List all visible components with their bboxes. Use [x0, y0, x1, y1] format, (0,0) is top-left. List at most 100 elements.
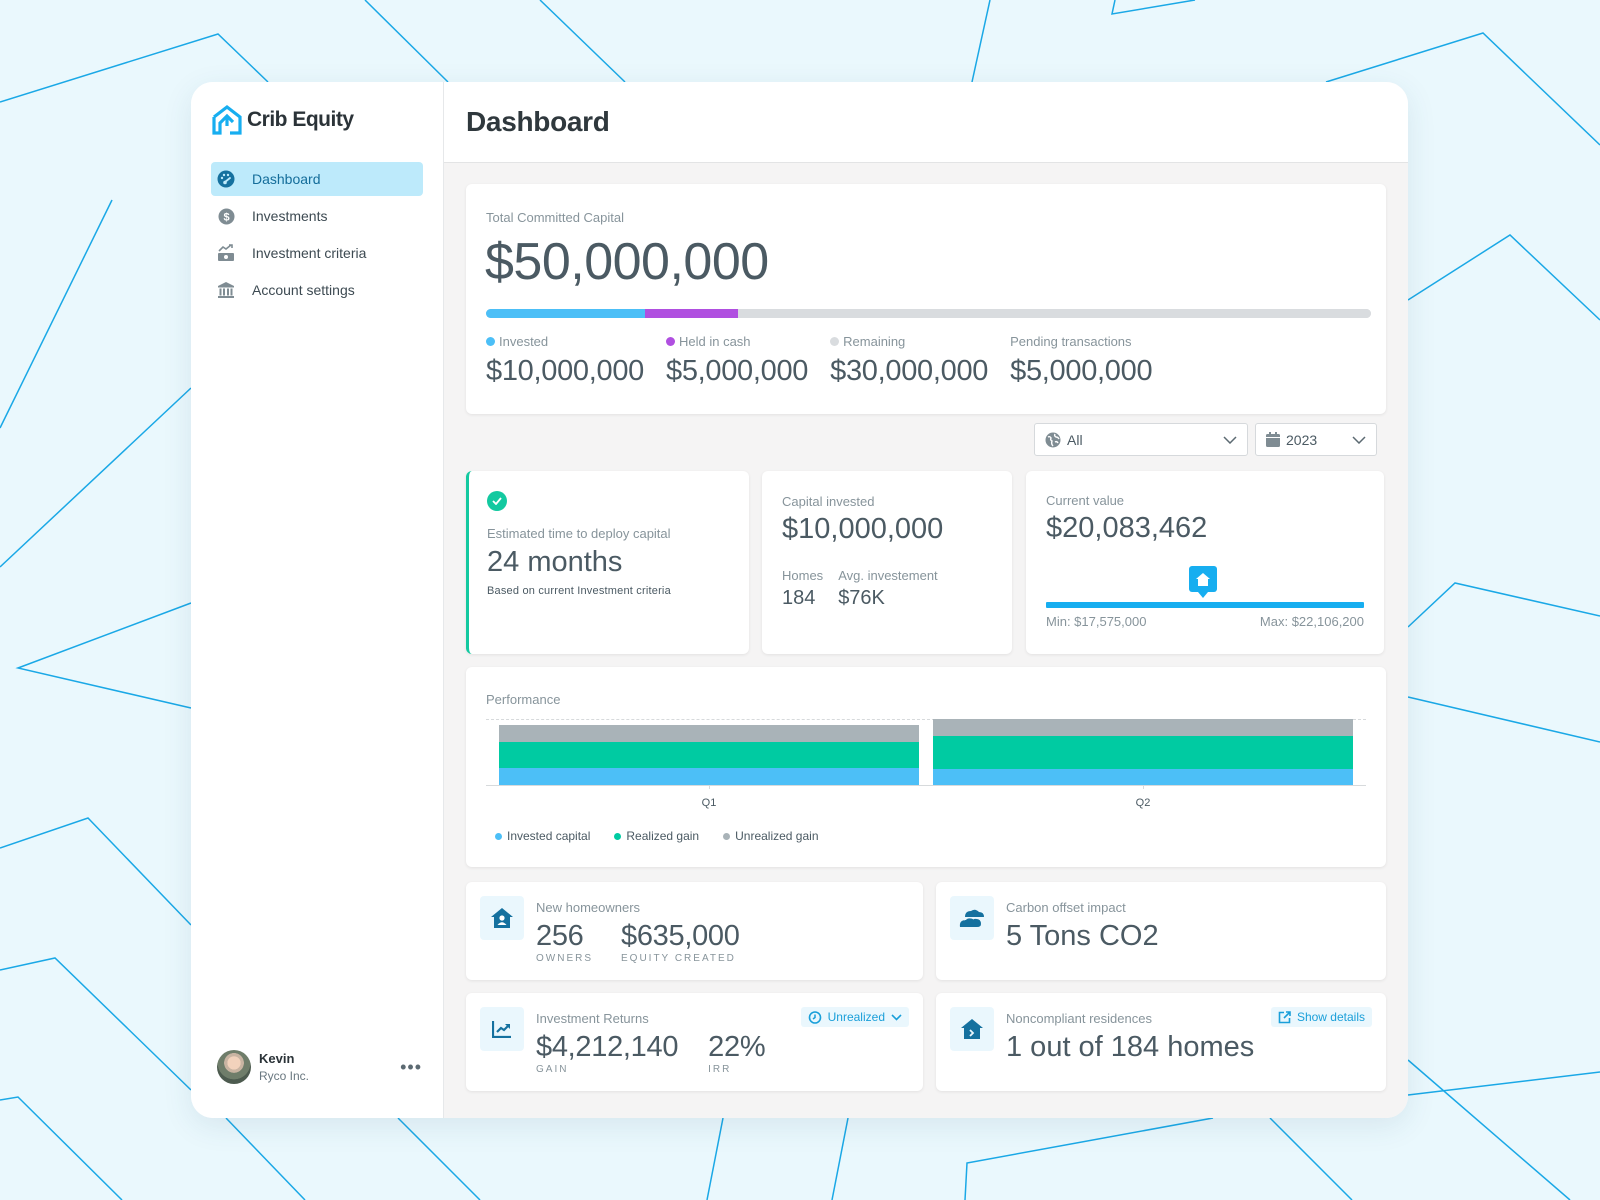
sidebar-item-investments[interactable]: $ Investments [211, 199, 423, 233]
sidebar-item-label: Dashboard [252, 171, 321, 187]
breakdown-pending-transactions: Pending transactions $5,000,000 [1010, 334, 1152, 388]
page-title: Dashboard [466, 106, 610, 137]
carbon-offset-card: Carbon offset impact 5 Tons CO2 [936, 882, 1386, 980]
sidebar-item-dashboard[interactable]: Dashboard [211, 162, 423, 196]
deploy-time-value: 24 months [487, 546, 623, 578]
show-details-button[interactable]: Show details [1270, 1007, 1372, 1027]
capital-breakdown: Invested $10,000,000 Held in cash $5,000… [486, 334, 1174, 388]
irr-caption: IRR [708, 1064, 732, 1075]
breakdown-label: Pending transactions [1010, 334, 1132, 349]
chevron-down-icon [1223, 435, 1237, 444]
line-chart-icon [480, 1007, 524, 1051]
chart-baseline [486, 785, 1366, 786]
user-profile[interactable]: Kevin Ryco Inc. ••• [217, 1050, 422, 1084]
external-link-icon [1278, 1010, 1291, 1024]
equity-created-caption: EQUITY CREATED [621, 953, 736, 964]
bank-building-icon [217, 281, 235, 299]
deploy-time-note: Based on current Investment criteria [487, 585, 671, 597]
breakdown-label: Invested [499, 334, 549, 349]
irr-stat: 22% IRR [708, 1031, 765, 1075]
current-value-amount: $20,083,462 [1046, 512, 1208, 544]
chart-gridline [486, 719, 1366, 720]
noncompliant-value: 1 out of 184 homes [1006, 1031, 1255, 1063]
dashboard-content: Total Committed Capital $50,000,000 Inve… [444, 82, 1408, 1118]
breakdown-value: $5,000,000 [1010, 355, 1153, 387]
sidebar-item-investment-criteria[interactable]: Investment criteria [211, 236, 423, 270]
calendar-icon [1266, 432, 1280, 447]
homes-label: Homes [782, 568, 824, 583]
user-org: Ryco Inc. [259, 1069, 310, 1083]
sidebar-item-account-settings[interactable]: Account settings [211, 273, 423, 307]
brand-name: Crib Equity [247, 108, 354, 131]
x-tick-label: Q1 [701, 797, 717, 809]
user-name: Kevin [259, 1051, 295, 1066]
chevron-down-icon [1352, 435, 1366, 444]
capital-invested-value: $10,000,000 [782, 513, 944, 545]
svg-text:$: $ [223, 211, 229, 223]
dollar-coin-icon: $ [217, 207, 235, 225]
breakdown-invested: Invested $10,000,000 [486, 334, 644, 388]
legend-invested-capital[interactable]: Invested capital [495, 829, 590, 843]
noncompliant-label: Noncompliant residences [1006, 1011, 1152, 1026]
homes-stat: Homes 184 [782, 568, 823, 610]
owners-value: 256 [536, 920, 584, 952]
dashboard-gauge-icon [217, 170, 235, 188]
capital-invested-label: Capital invested [782, 494, 875, 509]
capital-invested-card: Capital invested $10,000,000 Homes 184 A… [762, 471, 1012, 654]
legend-realized-gain[interactable]: Realized gain [614, 829, 699, 843]
progress-segment-invested [486, 309, 646, 318]
equity-created-value: $635,000 [621, 920, 740, 952]
region-filter-select[interactable]: All [1034, 423, 1248, 456]
progress-segment-held-in-cash [645, 309, 739, 318]
deploy-time-card: Estimated time to deploy capital 24 mont… [466, 471, 749, 654]
new-homeowners-card: New homeowners 256 OWNERS $635,000 EQUIT… [466, 882, 923, 980]
sidebar: Crib Equity Dashboard $ Investments Inve… [191, 82, 444, 1118]
carbon-offset-label: Carbon offset impact [1006, 900, 1126, 915]
current-value-label: Current value [1046, 493, 1125, 508]
x-tick-label: Q2 [1135, 797, 1151, 809]
region-filter-value: All [1067, 431, 1083, 448]
total-committed-value: $50,000,000 [485, 233, 769, 291]
value-range-track [1046, 602, 1364, 608]
money-chart-icon [217, 244, 235, 262]
avg-investment-label: Avg. investement [838, 568, 938, 583]
gain-value: $4,212,140 [536, 1031, 679, 1063]
new-homeowners-label: New homeowners [536, 900, 641, 915]
chart-bar-q1[interactable] [499, 725, 919, 785]
legend-unrealized-gain[interactable]: Unrealized gain [723, 829, 819, 843]
carbon-offset-value: 5 Tons CO2 [1006, 920, 1159, 952]
timer-icon [808, 1010, 822, 1024]
home-marker-icon [1189, 566, 1217, 598]
owners-stat: 256 OWNERS [536, 920, 593, 964]
homeowner-house-icon [480, 896, 524, 940]
show-details-label: Show details [1296, 1010, 1365, 1024]
irr-value: 22% [708, 1031, 766, 1063]
current-value-card: Current value $20,083,462 Min: $17,575,0… [1026, 471, 1384, 654]
house-alert-icon [950, 1007, 994, 1051]
globe-icon [1045, 432, 1061, 448]
check-circle-icon [487, 491, 507, 511]
capital-progress-bar [486, 309, 1371, 318]
crib-equity-logo-icon [212, 104, 242, 135]
investment-returns-card: Investment Returns Unrealized $4,212,140… [466, 993, 923, 1091]
more-options-icon[interactable]: ••• [400, 1057, 422, 1077]
performance-chart: Q1 Q2 [486, 719, 1366, 815]
performance-chart-card: Performance Q1 [466, 667, 1386, 867]
breakdown-held-in-cash: Held in cash $5,000,000 [665, 334, 808, 388]
app-window: Crib Equity Dashboard $ Investments Inve… [191, 82, 1408, 1118]
progress-segment-remaining [738, 309, 1371, 318]
main-content: Dashboard Total Committed Capital $50,00… [444, 82, 1408, 1118]
returns-toggle-label: Unrealized [827, 1010, 885, 1024]
breakdown-value: $30,000,000 [830, 355, 989, 387]
brand[interactable]: Crib Equity [211, 104, 354, 136]
sidebar-nav: Dashboard $ Investments Investment crite… [211, 162, 423, 310]
breakdown-value: $10,000,000 [486, 355, 644, 387]
topbar: Dashboard [444, 82, 1408, 163]
chevron-down-icon [891, 1013, 902, 1021]
chart-bar-q2[interactable] [933, 719, 1353, 785]
noncompliant-residences-card: Noncompliant residences Show details 1 o… [936, 993, 1386, 1091]
unrealized-toggle-dropdown[interactable]: Unrealized [800, 1007, 909, 1027]
invested-dot-icon [486, 337, 495, 346]
year-filter-select[interactable]: 2023 [1255, 423, 1377, 456]
